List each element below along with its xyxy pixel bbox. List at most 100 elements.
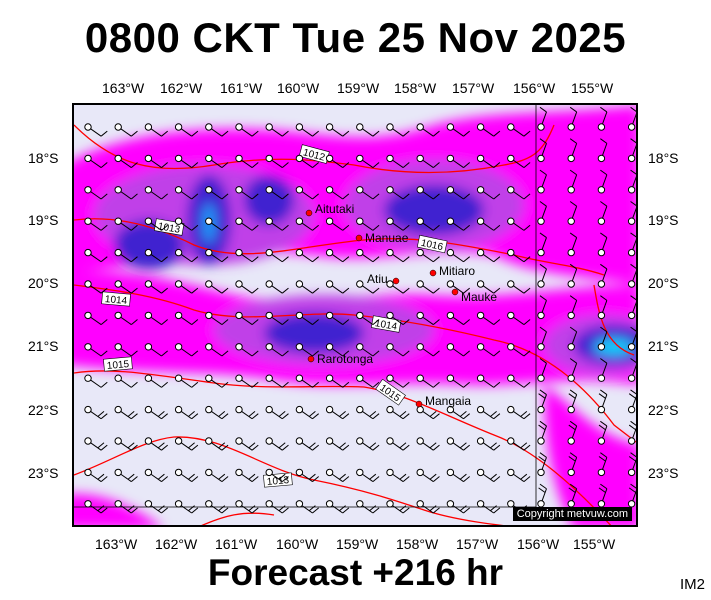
wind-barb bbox=[446, 343, 470, 357]
wind-barb bbox=[476, 154, 501, 168]
wind-barb bbox=[235, 217, 259, 231]
lon-label-top: 162°W bbox=[160, 80, 203, 96]
wind-barb bbox=[386, 186, 410, 200]
wind-barb bbox=[265, 437, 289, 451]
lat-label-right: 20°S bbox=[648, 275, 679, 291]
wind-barb bbox=[205, 186, 229, 200]
wind-barb bbox=[567, 358, 578, 382]
island-marker bbox=[307, 355, 315, 363]
forecast-label: Forecast +216 hr bbox=[207, 552, 504, 593]
isobar-label: 1014 bbox=[374, 318, 398, 333]
lat-label-right: 19°S bbox=[648, 212, 679, 228]
precip-heavy-5 bbox=[264, 313, 364, 353]
wind-barb bbox=[507, 248, 531, 263]
island-label: Atiu bbox=[367, 272, 388, 286]
wind-barb bbox=[235, 500, 259, 514]
wind-barb bbox=[265, 468, 289, 482]
wind-barb bbox=[325, 186, 350, 200]
wind-barb bbox=[597, 326, 608, 351]
wind-barb bbox=[597, 358, 608, 382]
wind-barb bbox=[356, 311, 380, 325]
wind-barb bbox=[416, 186, 440, 200]
wind-barb bbox=[597, 232, 608, 257]
wind-barb bbox=[446, 374, 470, 388]
wind-barb bbox=[84, 343, 108, 357]
wind-barb bbox=[174, 186, 199, 200]
wind-barb bbox=[627, 138, 636, 163]
lon-label-top: 161°W bbox=[220, 80, 263, 96]
wind-barb bbox=[295, 217, 319, 231]
wind-barb bbox=[386, 311, 410, 325]
wind-barb bbox=[446, 154, 470, 168]
wind-barb bbox=[386, 154, 410, 168]
wind-barb bbox=[446, 280, 470, 294]
wind-barb bbox=[295, 468, 319, 482]
wind-barb bbox=[295, 280, 319, 294]
wind-barb bbox=[507, 280, 531, 294]
wind-barb bbox=[205, 374, 229, 388]
lon-label-bottom: 160°W bbox=[276, 536, 319, 552]
wind-barb bbox=[325, 405, 350, 420]
wind-barb bbox=[235, 311, 259, 325]
lon-label-top: 155°W bbox=[571, 80, 614, 96]
wind-barb bbox=[114, 437, 138, 451]
wind-barb bbox=[446, 500, 470, 514]
wind-barb bbox=[144, 311, 168, 325]
wind-barb bbox=[174, 437, 199, 451]
wind-barb bbox=[84, 280, 108, 294]
wind-barb bbox=[235, 154, 259, 168]
wind-barb bbox=[356, 154, 380, 168]
lon-label-bottom: 161°W bbox=[215, 536, 258, 552]
wind-barb bbox=[416, 500, 440, 514]
wind-barb bbox=[205, 154, 229, 168]
wind-barb bbox=[627, 483, 636, 508]
wind-barb bbox=[295, 123, 319, 137]
island-label: Rarotonga bbox=[317, 352, 373, 366]
wind-barb bbox=[84, 468, 108, 482]
wind-barb bbox=[567, 420, 578, 445]
lat-label-right: 22°S bbox=[648, 402, 679, 418]
isobar-1016b bbox=[201, 512, 275, 525]
island-label: Manuae bbox=[365, 231, 409, 245]
wind-barb bbox=[356, 280, 380, 294]
wind-barb bbox=[627, 452, 636, 477]
wind-barb bbox=[597, 138, 608, 163]
wind-barb bbox=[295, 186, 319, 200]
wind-barb bbox=[295, 343, 319, 357]
wind-barb bbox=[84, 248, 108, 263]
lat-label-left: 19°S bbox=[28, 212, 59, 228]
wind-barb bbox=[537, 106, 547, 131]
wind-barb bbox=[627, 389, 636, 414]
wind-barb bbox=[537, 420, 547, 445]
wind-barb bbox=[416, 248, 440, 263]
isobar-1012 bbox=[74, 124, 555, 174]
wind-barb bbox=[356, 343, 380, 357]
wind-barb bbox=[507, 154, 531, 168]
wind-barb bbox=[627, 358, 636, 382]
wind-barb bbox=[205, 437, 229, 451]
lon-label-bottom: 156°W bbox=[517, 536, 560, 552]
wind-barb bbox=[235, 405, 259, 420]
lon-label-bottom: 155°W bbox=[573, 536, 616, 552]
wind-barb bbox=[174, 217, 199, 231]
wind-barb bbox=[295, 437, 319, 451]
wind-barb bbox=[597, 420, 608, 445]
isobar-1014 bbox=[74, 284, 636, 443]
wind-barb bbox=[567, 263, 578, 288]
wind-barb bbox=[325, 248, 350, 263]
lon-label-top: 156°W bbox=[513, 80, 556, 96]
wind-barb bbox=[265, 500, 289, 514]
wind-barb bbox=[446, 123, 470, 137]
wind-barb bbox=[114, 186, 138, 200]
wind-barb bbox=[386, 437, 410, 451]
island-label: Aitutaki bbox=[315, 202, 354, 216]
wind-barb bbox=[325, 343, 350, 357]
wind-barb bbox=[174, 500, 199, 514]
wind-barb bbox=[476, 280, 501, 294]
wind-barb bbox=[597, 295, 608, 320]
wind-barb bbox=[446, 186, 470, 200]
wind-barb bbox=[446, 248, 470, 263]
wind-barb bbox=[416, 311, 440, 325]
wind-barb bbox=[144, 186, 168, 200]
wind-barb bbox=[476, 248, 501, 263]
